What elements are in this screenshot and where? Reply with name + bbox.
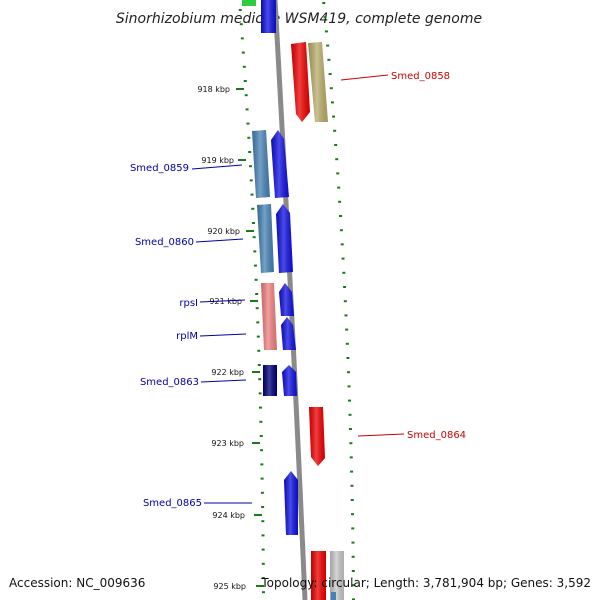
kbp-label: 919 kbp (201, 156, 234, 165)
gene-features (242, 0, 344, 600)
inner-tick-ring (238, 9, 265, 594)
topology-text: Topology: circular; Length: 3,781,904 bp… (261, 576, 591, 590)
gene-label-smed-0863[interactable]: Smed_0863 (140, 377, 199, 388)
kbp-label: 924 kbp (212, 511, 245, 520)
kbp-label: 922 kbp (211, 368, 244, 377)
kbp-label: 923 kbp (211, 439, 244, 448)
gene-label-smed-0860[interactable]: Smed_0860 (135, 237, 194, 248)
callout-lines (191, 74, 405, 504)
gene-label-rpsi[interactable]: rpsI (179, 298, 198, 309)
kbp-label: 925 kbp (213, 582, 246, 591)
map-title: Sinorhizobium medicae WSM419, complete g… (116, 11, 482, 27)
kbp-label: 921 kbp (209, 297, 242, 306)
gene-feature[interactable] (242, 0, 256, 6)
outer-tick-ring (322, 2, 355, 600)
kbp-scale: 918 kbp 919 kbp 920 kbp 921 kbp 922 kbp … (197, 85, 264, 591)
gene-label-rplm[interactable]: rplM (176, 331, 198, 342)
gene-label-smed-0858[interactable]: Smed_0858 (391, 71, 450, 82)
gene-label-smed-0864[interactable]: Smed_0864 (407, 430, 466, 441)
gene-label-smed-0865[interactable]: Smed_0865 (143, 498, 202, 509)
kbp-label: 918 kbp (197, 85, 230, 94)
kbp-label: 920 kbp (207, 227, 240, 236)
gene-label-smed-0859[interactable]: Smed_0859 (130, 163, 189, 174)
gene-labels: Smed_0858 Smed_0859 Smed_0860 rpsI rplM … (130, 71, 466, 509)
accession-text: Accession: NC_009636 (9, 576, 146, 590)
